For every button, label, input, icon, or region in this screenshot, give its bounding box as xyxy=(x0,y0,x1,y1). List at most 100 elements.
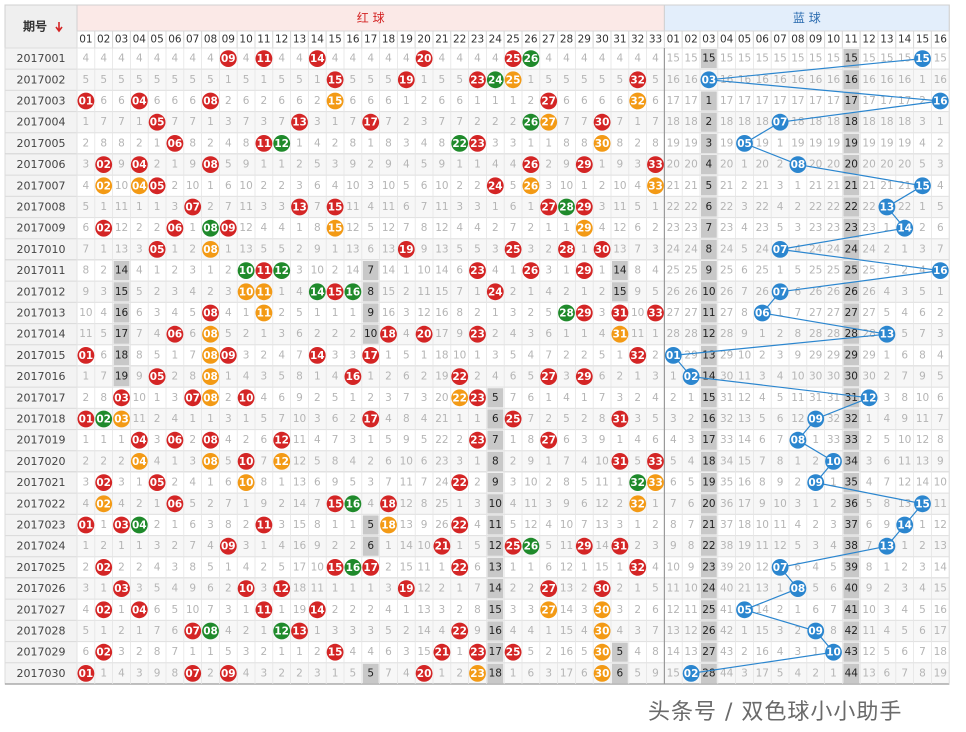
missing-streak-cell xyxy=(843,367,860,387)
missing-count: 15 xyxy=(720,53,733,65)
red-ball-number: 27 xyxy=(541,604,556,616)
missing-count: 15 xyxy=(417,646,430,658)
red-number-header: 04 xyxy=(133,34,147,46)
missing-count: 2 xyxy=(617,498,624,510)
missing-count: 3 xyxy=(154,434,161,446)
missing-count: 1 xyxy=(581,180,588,192)
red-ball xyxy=(166,325,184,343)
missing-streak-cell xyxy=(487,473,504,493)
missing-count: 2 xyxy=(528,222,535,234)
missing-count: 3 xyxy=(670,413,677,425)
red-ball xyxy=(95,177,113,195)
missing-count: 7 xyxy=(314,201,321,213)
missing-count: 10 xyxy=(417,265,430,277)
missing-count: 1 xyxy=(884,222,891,234)
missing-count: 9 xyxy=(563,498,570,510)
red-ball-number: 14 xyxy=(310,53,325,65)
missing-streak-cell xyxy=(701,176,717,196)
red-ball-number: 21 xyxy=(435,647,450,659)
period-label: 2017017 xyxy=(17,391,66,404)
missing-count: 6 xyxy=(884,455,891,467)
missing-count: 1 xyxy=(617,349,624,361)
missing-count: 4 xyxy=(545,519,552,531)
red-ball-number: 11 xyxy=(257,138,272,150)
missing-count: 1 xyxy=(492,95,499,107)
missing-count: 3 xyxy=(545,667,552,679)
missing-count: 19 xyxy=(862,137,875,149)
missing-count: 44 xyxy=(845,667,859,679)
missing-count: 13 xyxy=(115,243,128,255)
missing-count: 1 xyxy=(545,625,552,637)
missing-count: 4 xyxy=(599,222,606,234)
missing-count: 15 xyxy=(702,392,715,404)
missing-count: 19 xyxy=(880,137,893,149)
missing-count: 8 xyxy=(937,434,944,446)
missing-count: 8 xyxy=(901,392,908,404)
missing-count: 2 xyxy=(296,243,303,255)
missing-count: 1 xyxy=(919,201,926,213)
missing-count: 20 xyxy=(756,159,769,171)
missing-count: 1 xyxy=(617,477,624,489)
missing-count: 26 xyxy=(720,286,734,298)
missing-count: 1 xyxy=(261,74,268,86)
missing-count: 1 xyxy=(385,349,392,361)
missing-streak-cell xyxy=(113,345,130,365)
missing-count: 9 xyxy=(83,286,90,298)
missing-count: 2 xyxy=(545,477,552,489)
missing-count: 2 xyxy=(474,371,481,383)
red-number-header: 27 xyxy=(542,34,555,46)
missing-count: 4 xyxy=(261,392,268,404)
missing-count: 3 xyxy=(688,434,695,446)
missing-count: 16 xyxy=(435,307,449,319)
missing-count: 1 xyxy=(510,265,517,277)
blue-ball xyxy=(771,113,789,131)
missing-count: 3 xyxy=(172,392,179,404)
missing-count: 2 xyxy=(261,95,268,107)
missing-count: 4 xyxy=(706,159,713,171)
red-zone-header xyxy=(76,4,665,32)
red-ball-number: 15 xyxy=(328,498,343,510)
missing-count: 10 xyxy=(186,604,199,616)
missing-count: 4 xyxy=(278,540,285,552)
missing-count: 12 xyxy=(613,222,626,234)
missing-count: 3 xyxy=(545,180,552,192)
red-ball-number: 24 xyxy=(488,74,503,86)
missing-count: 20 xyxy=(845,159,858,171)
missing-count: 13 xyxy=(417,604,430,616)
missing-count: 3 xyxy=(278,328,285,340)
red-ball xyxy=(77,410,95,428)
period-label: 2017010 xyxy=(17,243,66,256)
missing-count: 5 xyxy=(830,561,837,573)
missing-count: 6 xyxy=(261,434,268,446)
missing-count: 11 xyxy=(133,413,146,425)
missing-count: 1 xyxy=(510,667,517,679)
missing-count: 9 xyxy=(243,159,250,171)
red-ball xyxy=(202,156,219,174)
missing-count: 2 xyxy=(617,583,624,595)
missing-count: 4 xyxy=(492,53,499,65)
red-ball xyxy=(469,135,486,152)
missing-count: 5 xyxy=(759,413,766,425)
missing-streak-cell xyxy=(843,49,860,69)
red-ball xyxy=(95,219,113,237)
missing-count: 7 xyxy=(884,477,891,489)
missing-count: 2 xyxy=(403,286,410,298)
missing-count: 1 xyxy=(100,583,107,595)
missing-count: 2 xyxy=(492,116,499,128)
missing-count: 4 xyxy=(332,371,339,383)
missing-count: 12 xyxy=(489,540,502,552)
period-label: 2017012 xyxy=(17,285,66,298)
missing-count: 1 xyxy=(350,307,357,319)
missing-count: 4 xyxy=(225,625,232,637)
missing-count: 2 xyxy=(154,413,161,425)
missing-count: 5 xyxy=(919,286,926,298)
missing-streak-cell xyxy=(843,621,860,641)
missing-count: 5 xyxy=(154,74,161,86)
missing-count: 13 xyxy=(239,243,252,255)
missing-count: 3 xyxy=(189,265,196,277)
missing-count: 1 xyxy=(261,540,268,552)
missing-count: 2 xyxy=(812,455,819,467)
missing-count: 4 xyxy=(795,667,802,679)
red-number-header: 05 xyxy=(150,34,163,46)
red-number-header: 26 xyxy=(524,34,538,46)
